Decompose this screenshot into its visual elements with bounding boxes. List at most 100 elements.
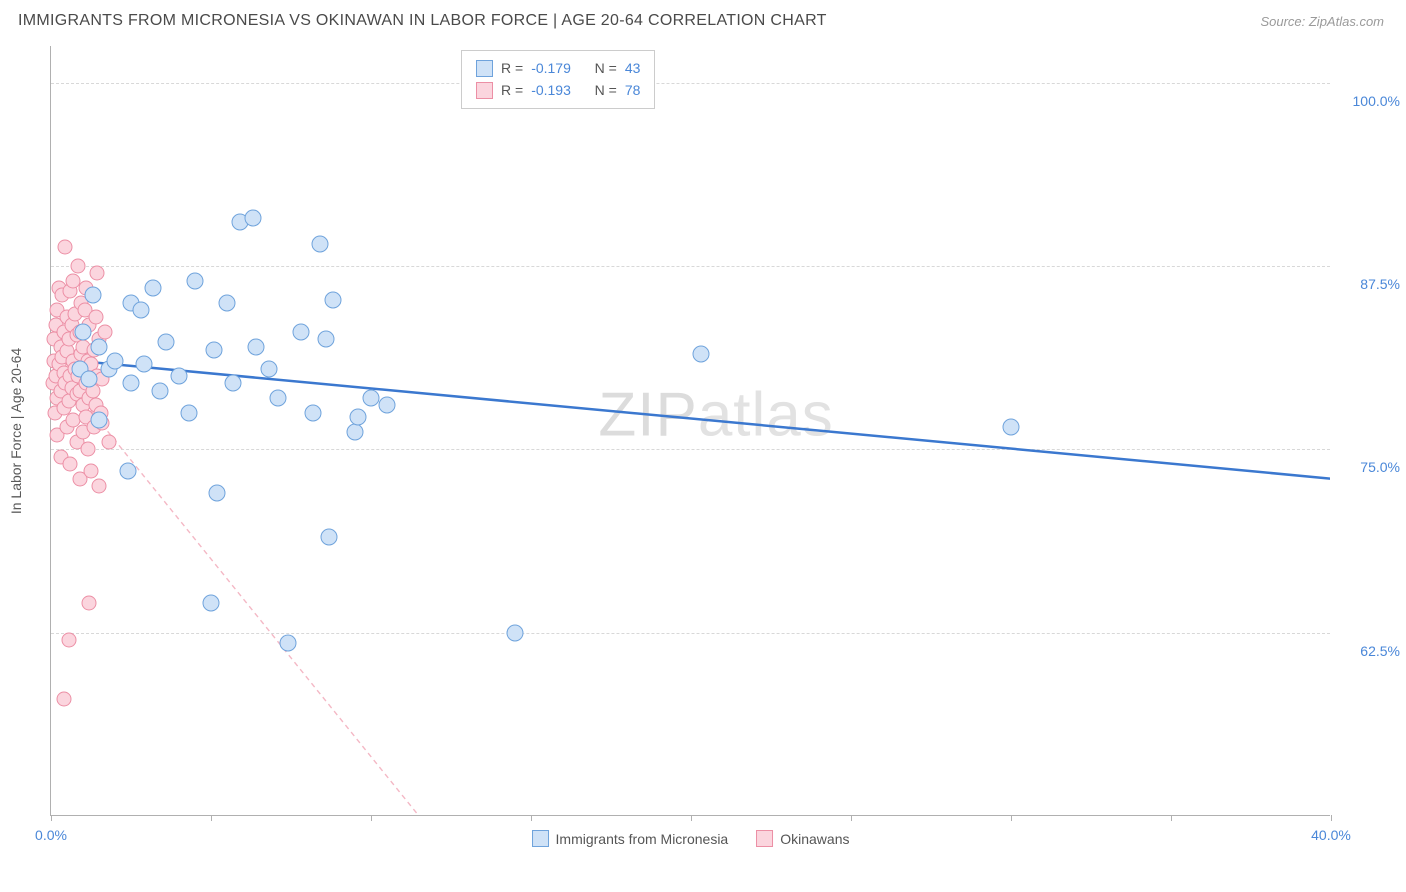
- x-tick: [1011, 815, 1012, 821]
- x-tick: [1171, 815, 1172, 821]
- swatch-blue: [476, 60, 493, 77]
- r-value-1: -0.179: [531, 57, 571, 79]
- data-point: [151, 382, 168, 399]
- data-point: [187, 272, 204, 289]
- n-value-1: 43: [625, 57, 641, 79]
- watermark-bold: ZIP: [598, 381, 697, 450]
- data-point: [247, 338, 264, 355]
- data-point: [209, 485, 226, 502]
- x-tick: [51, 815, 52, 821]
- data-point: [63, 457, 78, 472]
- trend-line-blue: [51, 358, 1330, 478]
- data-point: [318, 331, 335, 348]
- data-point: [56, 691, 71, 706]
- data-point: [88, 310, 103, 325]
- data-point: [203, 595, 220, 612]
- data-point: [81, 370, 98, 387]
- watermark-thin: atlas: [698, 381, 834, 450]
- data-point: [123, 375, 140, 392]
- data-point: [171, 368, 188, 385]
- legend: Immigrants from Micronesia Okinawans: [532, 830, 850, 847]
- data-point: [158, 334, 175, 351]
- data-point: [270, 390, 287, 407]
- x-tick-label: 40.0%: [1311, 827, 1351, 843]
- x-tick: [211, 815, 212, 821]
- y-axis-label: In Labor Force | Age 20-64: [8, 347, 24, 513]
- x-tick: [371, 815, 372, 821]
- legend-swatch-blue: [532, 830, 549, 847]
- data-point: [119, 463, 136, 480]
- r-label: R =: [501, 57, 523, 79]
- data-point: [71, 259, 86, 274]
- data-point: [311, 236, 328, 253]
- x-tick: [531, 815, 532, 821]
- y-tick-label: 75.0%: [1340, 459, 1400, 475]
- watermark: ZIPatlas: [598, 380, 833, 451]
- gridline: [51, 633, 1330, 634]
- data-point: [350, 409, 367, 426]
- x-tick: [1331, 815, 1332, 821]
- source-attribution: Source: ZipAtlas.com: [1260, 14, 1384, 29]
- data-point: [219, 294, 236, 311]
- data-point: [61, 633, 76, 648]
- data-point: [145, 280, 162, 297]
- stats-box: R = -0.179 N = 43 R = -0.193 N = 78: [461, 50, 655, 109]
- data-point: [107, 353, 124, 370]
- data-point: [1003, 419, 1020, 436]
- data-point: [91, 412, 108, 429]
- data-point: [507, 624, 524, 641]
- data-point: [101, 435, 116, 450]
- legend-label-1: Immigrants from Micronesia: [556, 831, 729, 847]
- data-point: [321, 529, 338, 546]
- x-tick: [851, 815, 852, 821]
- data-point: [363, 390, 380, 407]
- gridline: [51, 83, 1330, 84]
- y-tick-label: 100.0%: [1340, 93, 1400, 109]
- data-point: [58, 239, 73, 254]
- data-point: [84, 464, 99, 479]
- data-point: [692, 346, 709, 363]
- trend-lines: [51, 46, 1330, 815]
- legend-item-2: Okinawans: [756, 830, 849, 847]
- data-point: [180, 404, 197, 421]
- data-point: [75, 324, 92, 341]
- stats-row-2: R = -0.193 N = 78: [476, 79, 640, 101]
- trend-line-pink: [51, 361, 419, 815]
- data-point: [260, 360, 277, 377]
- plot-area: In Labor Force | Age 20-64 ZIPatlas 62.5…: [50, 46, 1330, 816]
- data-point: [92, 479, 107, 494]
- data-point: [225, 375, 242, 392]
- y-tick-label: 87.5%: [1340, 276, 1400, 292]
- r-value-2: -0.193: [531, 79, 571, 101]
- stats-row-1: R = -0.179 N = 43: [476, 57, 640, 79]
- data-point: [132, 302, 149, 319]
- legend-label-2: Okinawans: [780, 831, 849, 847]
- x-tick-label: 0.0%: [35, 827, 67, 843]
- chart-title: IMMIGRANTS FROM MICRONESIA VS OKINAWAN I…: [18, 12, 827, 30]
- data-point: [82, 596, 97, 611]
- data-point: [135, 356, 152, 373]
- data-point: [324, 291, 341, 308]
- data-point: [292, 324, 309, 341]
- n-label: N =: [595, 57, 617, 79]
- data-point: [90, 266, 105, 281]
- data-point: [279, 634, 296, 651]
- data-point: [379, 397, 396, 414]
- gridline: [51, 266, 1330, 267]
- legend-swatch-pink: [756, 830, 773, 847]
- data-point: [347, 423, 364, 440]
- swatch-pink: [476, 82, 493, 99]
- gridline: [51, 449, 1330, 450]
- y-tick-label: 62.5%: [1340, 643, 1400, 659]
- r-label: R =: [501, 79, 523, 101]
- data-point: [305, 404, 322, 421]
- data-point: [206, 341, 223, 358]
- data-point: [91, 338, 108, 355]
- data-point: [84, 287, 101, 304]
- legend-item-1: Immigrants from Micronesia: [532, 830, 729, 847]
- data-point: [80, 442, 95, 457]
- n-value-2: 78: [625, 79, 641, 101]
- data-point: [244, 209, 261, 226]
- x-tick: [691, 815, 692, 821]
- n-label: N =: [595, 79, 617, 101]
